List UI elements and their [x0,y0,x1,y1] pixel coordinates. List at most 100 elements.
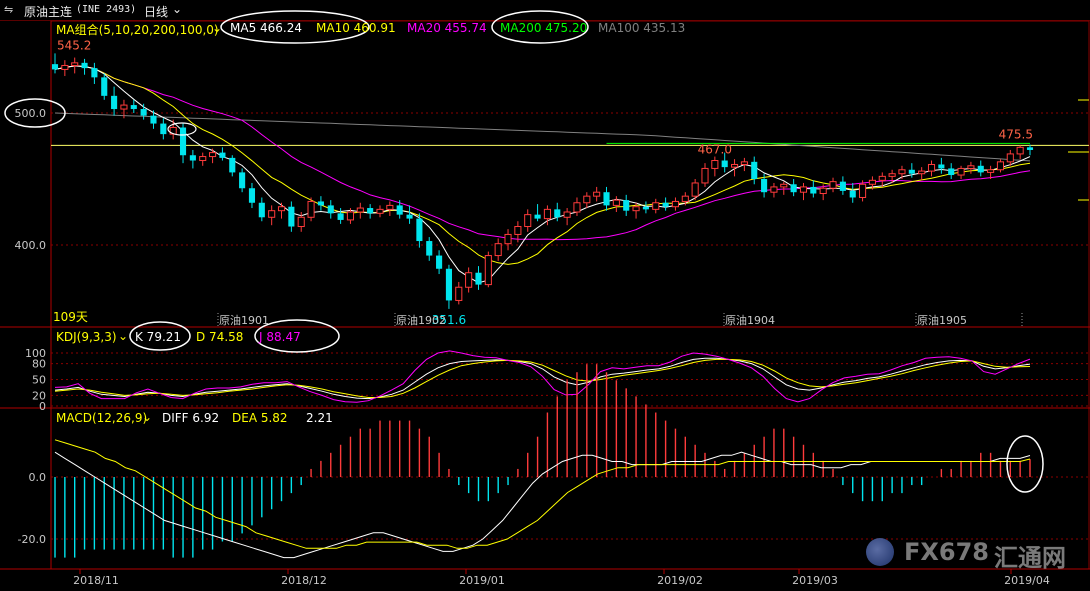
candle-body-up [730,163,739,168]
candle-body-down [327,205,334,214]
grid-layer [51,99,1089,574]
annotation-ellipse [4,98,66,128]
candle-body-up [494,243,502,257]
candle-body-up [691,182,699,197]
candle-body-up [1006,153,1014,163]
chevron-down-icon[interactable]: ⌄ [142,410,153,424]
kdj-indicator-label[interactable]: KDJ(9,3,3) [56,330,117,344]
candle-body-up [868,179,876,185]
candle-body-down [849,190,856,198]
watermark-cn: 汇通网 [994,544,1066,572]
candle-body-up [455,286,463,301]
candle-body-down [179,127,187,156]
price-tick-label: 500.0 [15,107,47,120]
x-axis-label: 2019/01 [459,574,505,587]
candle-body-up [701,167,709,184]
candle-body-up [671,200,680,208]
candle-body-down [239,172,246,189]
ma100-line [54,112,1031,162]
candle-body-up [859,183,867,198]
candle-body-down [288,206,295,227]
candle-body-up [967,165,975,169]
macd-tick-label: -20.0 [18,533,46,546]
candle-body-up [120,104,128,110]
annotation-ellipse [254,319,340,353]
annotation-ellipse [167,122,197,136]
x-axis-label: 2019/04 [1004,574,1050,587]
candle-body-up [61,64,69,70]
ma5-value: MA5 466.24 [230,21,302,35]
x-axis-label: 2019/03 [792,574,838,587]
candles [51,53,1034,309]
candle-body-up [543,208,551,220]
ma20-line [54,65,1031,241]
chevron-down-icon[interactable]: ⌄ [212,21,223,35]
candle-body-up [829,181,837,189]
candle-body-up [268,210,276,218]
annotation-ellipse [491,10,589,44]
instrument-code: (INE 2493) [76,4,137,15]
macd-indicator-label[interactable]: MACD(12,26,9) [56,411,148,425]
candle-body-up [297,216,305,228]
macd-tick-label: 0.0 [29,471,47,484]
candle-body-up [71,62,79,66]
candle-body-down [810,186,817,194]
price-tick-label: 400.0 [15,239,47,252]
kdj-d-value: D 74.58 [196,330,244,344]
macd-diff-line [54,451,1031,559]
candle-body-down [51,64,59,70]
candle-body-down [111,95,118,110]
candle-body-up [957,167,965,176]
candle-body-down [416,218,423,242]
x-axis-label: 2018/12 [281,574,327,587]
x-axis-label: 2019/02 [657,574,703,587]
candle-body-down [130,105,137,110]
candle-body-down [839,181,846,191]
annotation-ellipse [129,321,191,351]
period-selector[interactable]: 日线 [144,5,169,19]
candle-body-up [514,226,522,235]
ma200-value: MA200 475.20 [500,21,588,35]
candle-body-up [819,187,827,195]
kdj-k-value: K 79.21 [135,330,182,344]
ma-lines [54,65,1031,284]
candle-body-up [356,207,364,213]
candle-body-down [189,155,196,161]
candle-body-up [1016,146,1024,155]
candle-body-up [612,199,620,206]
candle-body-down [603,192,610,206]
annotation-ellipse [1006,435,1044,493]
candle-body-up [652,202,660,210]
chevron-down-icon[interactable]: ⌄ [118,329,129,343]
candle-body-down [475,272,482,285]
kdj-tick-label: 100 [25,347,46,360]
candle-body-down [790,184,797,193]
candle-body-down [908,169,915,174]
macd-dea-line [54,439,1031,549]
candle-body-down [396,205,403,215]
instrument-name[interactable]: 原油主连 [24,5,73,19]
ma-indicator-label[interactable]: MA组合(5,10,20,200,100,0) [56,23,219,37]
chevron-down-icon[interactable]: ⌄ [172,2,183,16]
low-price-label: 351.6 [432,313,466,327]
kdj-k-line [54,357,1031,400]
kdj-tick-label: 20 [32,389,46,402]
ma20-value: MA20 455.74 [407,21,487,35]
annotation-ellipse [220,10,370,44]
fx678-logo-icon [866,538,894,566]
swap-arrows-icon[interactable]: ⇋ [4,3,14,16]
kdj-d-line [54,358,1031,398]
candle-body-up [927,163,936,172]
candle-body-up [593,191,601,197]
contract-label: 原油1905 [917,313,967,327]
candle-body-up [307,200,315,218]
contract-label: 原油1901 [219,313,269,327]
macd-dea-value: DEA 5.82 [232,411,288,425]
candle-body-down [761,179,768,193]
candle-body-down [938,164,945,169]
candle-body-down [258,202,265,218]
candle-body-down [623,200,630,211]
kdj-lines [54,350,1031,403]
